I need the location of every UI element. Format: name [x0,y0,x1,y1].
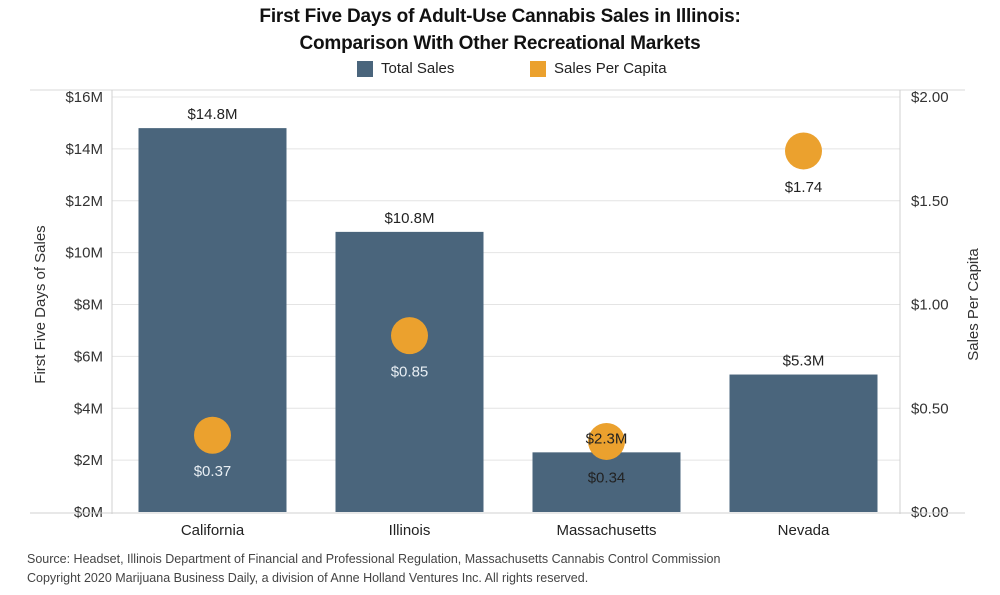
legend-item-total-sales[interactable]: Total Sales [357,60,454,77]
legend: Total Sales Sales Per Capita [0,60,1000,82]
dot-value-label: $0.34 [588,469,626,486]
y-tick-label: $12M [65,193,103,210]
y-right-tick-label: $1.50 [911,193,949,210]
y-tick-label: $16M [65,89,103,106]
x-tick-label: California [181,522,245,539]
legend-swatch-total-sales [357,60,373,77]
y-right-axis-title: Sales Per Capita [965,248,982,361]
bar-illinois [335,231,484,512]
legend-item-sales-per-capita[interactable]: Sales Per Capita [530,60,667,77]
dot-california [194,416,231,454]
bars [138,128,878,512]
source-note: Source: Headset, Illinois Department of … [27,552,721,566]
bar-nevada [729,374,878,512]
bar-value-label: $10.8M [384,210,434,227]
bar-value-label: $14.8M [187,106,237,123]
bar-massachusetts [532,452,681,512]
legend-swatch-sales-per-capita [530,60,546,77]
dot-value-label: $0.85 [391,364,429,381]
y-tick-label: $4M [74,400,103,417]
copyright-note: Copyright 2020 Marijuana Business Daily,… [27,571,589,585]
legend-label-sales-per-capita: Sales Per Capita [554,60,667,77]
y-right-tick-label: $0.50 [911,400,949,417]
chart-subtitle: Comparison With Other Recreational Marke… [299,33,701,54]
dot-nevada [785,132,822,170]
bar-value-label: $2.3M [586,430,628,447]
bar-value-label: $5.3M [783,353,825,370]
y-tick-label: $6M [74,348,103,365]
y-tick-label: $2M [74,452,103,469]
x-tick-label: Nevada [778,522,830,539]
dot-value-label: $0.37 [194,463,232,480]
y-right-tick-label: $1.00 [911,297,949,314]
x-tick-label: Massachusetts [556,522,656,539]
x-tick-label: Illinois [389,522,431,539]
y-tick-label: $10M [65,245,103,262]
bar-california [138,128,287,512]
y-axis-title: First Five Days of Sales [32,225,49,383]
y-tick-label: $14M [65,141,103,158]
data-labels: California $14.8M $0.37 Illinois $10.8M $0.85… [181,106,830,539]
y-tick-label: $8M [74,297,103,314]
y-right-tick-label: $2.00 [911,89,949,106]
dot-massachusetts [588,422,625,460]
per-capita-dots [194,132,822,460]
legend-label-total-sales: Total Sales [381,60,455,77]
axes: $0M$2M$4M$6M$8M$10M$12M$14M$16M$0.00$0.5… [30,89,982,521]
dot-illinois [391,317,428,355]
dot-value-label: $1.74 [785,179,823,196]
chart-title: First Five Days of Adult-Use Cannabis Sa… [259,6,741,27]
